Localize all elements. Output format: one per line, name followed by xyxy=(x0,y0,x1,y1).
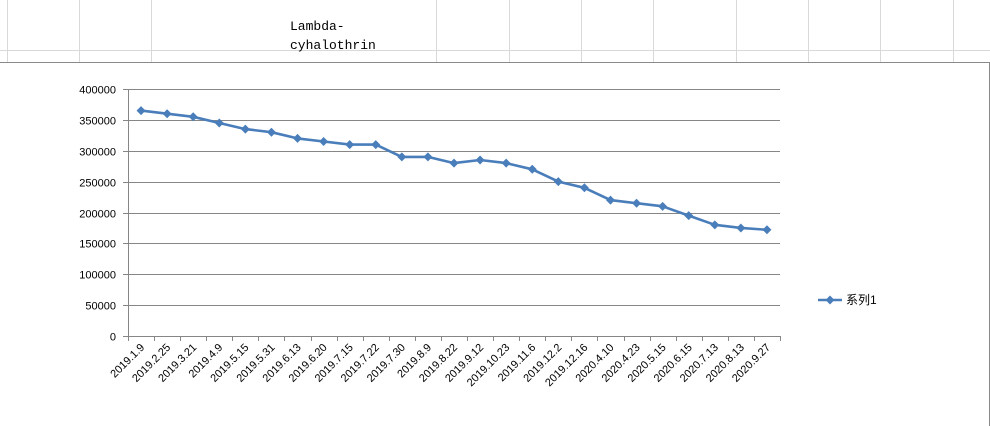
chart-legend: 系列1 xyxy=(818,293,877,307)
cell-title[interactable]: Lambda- cyhalothrin xyxy=(290,19,376,53)
chart-area[interactable]: 0 50000 100000 150000 200000 250000 300000 3500… xyxy=(0,62,990,426)
data-point xyxy=(371,140,381,150)
data-point xyxy=(423,152,433,162)
legend-marker xyxy=(825,295,835,305)
data-point xyxy=(319,136,329,146)
y-tick-label: 200000 xyxy=(79,209,116,221)
data-point xyxy=(501,158,511,168)
data-point xyxy=(162,109,172,119)
data-point xyxy=(345,140,355,150)
y-tick-label: 0 xyxy=(110,332,116,344)
y-tick-label: 250000 xyxy=(79,178,116,190)
data-point xyxy=(553,177,563,187)
data-point xyxy=(397,152,407,162)
data-point xyxy=(266,127,276,137)
series-line xyxy=(140,109,768,232)
data-point xyxy=(762,225,772,235)
data-point xyxy=(136,106,146,116)
data-point xyxy=(293,133,303,143)
y-tick-label: 150000 xyxy=(79,239,116,251)
spreadsheet-gridlines xyxy=(0,0,990,62)
y-tick-label: 400000 xyxy=(79,85,116,97)
data-point xyxy=(214,118,224,128)
data-point xyxy=(684,211,694,221)
data-point xyxy=(449,158,459,168)
line-chart: 0 50000 100000 150000 200000 250000 300000 3500… xyxy=(79,85,877,390)
x-tick-labels: 2019.1.92019.2.252019.3.212019.4.92019.5… xyxy=(108,342,773,389)
y-tick-labels: 0 50000 100000 150000 200000 250000 300000 3500… xyxy=(79,85,116,344)
chart-axes xyxy=(123,89,781,341)
data-point xyxy=(240,124,250,134)
y-tick-label: 50000 xyxy=(85,301,116,313)
data-point xyxy=(658,201,668,211)
y-tick-label: 300000 xyxy=(79,147,116,159)
chart-series xyxy=(136,106,772,235)
data-point xyxy=(710,220,720,230)
data-point xyxy=(736,223,746,233)
chart-gridlines xyxy=(128,89,780,306)
data-point xyxy=(579,183,589,193)
data-point xyxy=(632,198,642,208)
data-point xyxy=(188,112,198,122)
data-point xyxy=(475,155,485,165)
data-point xyxy=(527,164,537,174)
legend-label: 系列1 xyxy=(846,293,877,307)
y-tick-label: 100000 xyxy=(79,270,116,282)
data-point xyxy=(605,195,615,205)
y-tick-label: 350000 xyxy=(79,116,116,128)
